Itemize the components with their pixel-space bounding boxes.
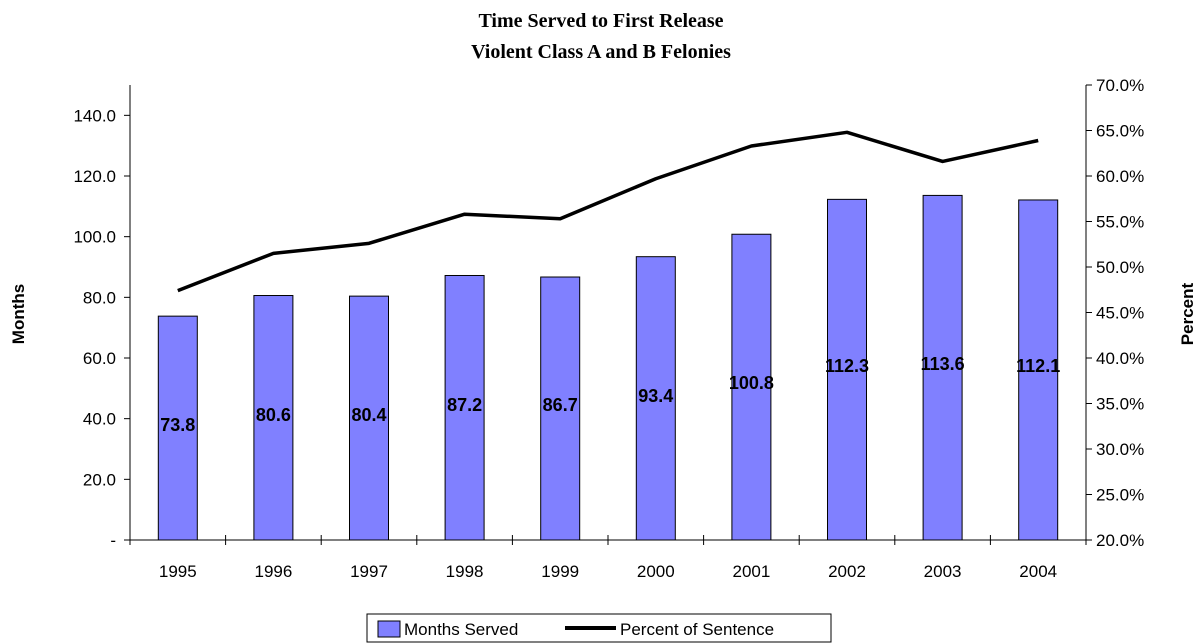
bar-2000 — [635, 256, 676, 541]
bar-1995 — [157, 315, 198, 541]
x-axis-ticks: 1995 1996 1997 1998 1999 2000 2001 2002 2003 2004 — [129, 535, 1087, 581]
x-tick-label-1999: 1999 — [541, 562, 579, 581]
bar-1996 — [253, 295, 294, 541]
x-tick-label-1997: 1997 — [350, 562, 388, 581]
bar-1998 — [444, 274, 485, 541]
right-axis-ticks: 20.0% 25.0% 30.0% 35.0% 40.0% 45.0% 50.0% 55.0%… — [1086, 76, 1144, 550]
bar-1997 — [349, 295, 389, 541]
left-tick-label: 140.0 — [73, 106, 116, 125]
legend: Months Served Percent of Sentence — [366, 613, 832, 643]
data-labels: 73.8 80.6 80.4 87.2 86.7 93.4 100.8 112.3 113.6 1… — [160, 354, 1060, 435]
x-tick-label-2003: 2003 — [924, 562, 962, 581]
right-tick-label: 45.0% — [1096, 304, 1144, 323]
bar-2004 — [1018, 199, 1059, 541]
right-tick-label: 25.0% — [1096, 486, 1144, 505]
data-label-1997: 80.4 — [351, 405, 386, 425]
right-tick-label: 35.0% — [1096, 395, 1144, 414]
x-tick-label-2000: 2000 — [637, 562, 675, 581]
right-tick-label: 40.0% — [1096, 349, 1144, 368]
y2-axis-title: Percent — [1178, 282, 1197, 345]
data-label-2002: 112.3 — [825, 356, 869, 376]
data-label-2001: 100.8 — [729, 373, 774, 393]
right-tick-label: 20.0% — [1096, 531, 1144, 550]
left-tick-label: 60.0 — [83, 349, 116, 368]
left-tick-label: 120.0 — [73, 167, 116, 186]
legend-months-served: Months Served — [404, 620, 518, 639]
x-tick-label-1995: 1995 — [159, 562, 197, 581]
left-tick-label: 80.0 — [83, 288, 116, 307]
left-axis-ticks: - 20.0 40.0 60.0 80.0 100.0 120.0 140.0 — [73, 106, 130, 550]
legend-bar-swatch — [377, 620, 401, 638]
data-label-1996: 80.6 — [256, 405, 291, 425]
data-label-1998: 87.2 — [447, 395, 482, 415]
data-label-2003: 113.6 — [921, 354, 965, 374]
y-axis-title: Months — [9, 284, 28, 344]
data-label-2004: 112.1 — [1016, 356, 1060, 376]
data-label-1999: 86.7 — [543, 395, 578, 415]
right-tick-label: 30.0% — [1096, 440, 1144, 459]
bar-series — [157, 194, 1059, 541]
legend-percent-of-sentence: Percent of Sentence — [620, 620, 774, 639]
left-tick-label: 40.0 — [83, 410, 116, 429]
left-tick-label: 20.0 — [83, 470, 116, 489]
left-tick-label: - — [110, 531, 116, 550]
bar-2002 — [827, 198, 867, 541]
data-label-1995: 73.8 — [160, 415, 195, 435]
right-tick-label: 65.0% — [1096, 122, 1144, 141]
x-tick-label-2002: 2002 — [828, 562, 866, 581]
x-tick-label-1998: 1998 — [446, 562, 484, 581]
chart-title-line-1: Time Served to First Release — [478, 10, 723, 32]
right-tick-label: 55.0% — [1096, 213, 1144, 232]
x-tick-label-1996: 1996 — [254, 562, 292, 581]
right-tick-label: 50.0% — [1096, 258, 1144, 277]
right-tick-label: 60.0% — [1096, 167, 1144, 186]
x-tick-label-2001: 2001 — [732, 562, 770, 581]
left-tick-label: 100.0 — [73, 228, 116, 247]
data-label-2000: 93.4 — [638, 386, 673, 406]
x-tick-label-2004: 2004 — [1019, 562, 1057, 581]
right-tick-label: 70.0% — [1096, 76, 1144, 95]
percent-of-sentence-line — [177, 130, 1039, 293]
line-series — [177, 130, 1039, 293]
chart-title-line-2: Violent Class A and B Felonies — [471, 41, 731, 63]
